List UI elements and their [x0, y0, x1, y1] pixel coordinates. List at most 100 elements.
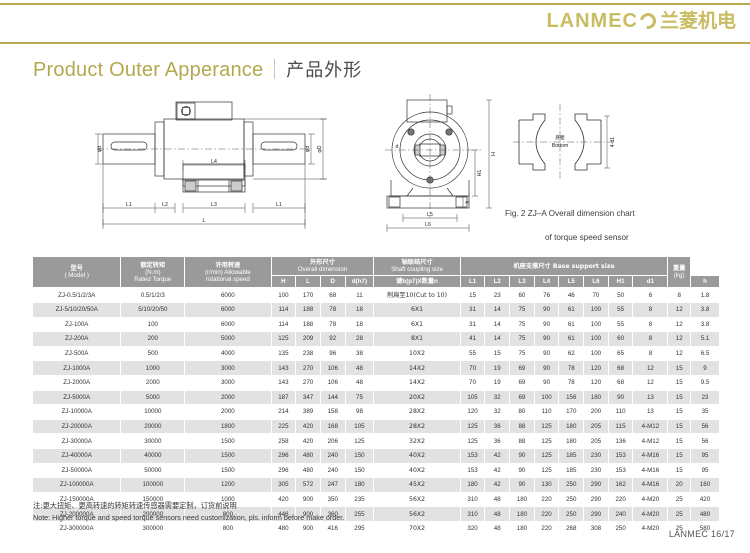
cell-许用转速 (r/min) Allowable rotational speed: 3000 [184, 360, 272, 376]
cell-许用转速 (r/min) Allowable rotational speed: 3000 [184, 374, 272, 391]
cell-d(h7): 235 [344, 491, 375, 508]
cell-D: 240 [319, 447, 346, 464]
cell-L6: 230 [583, 462, 609, 479]
cell-L2: 48 [484, 520, 511, 537]
cell-h: 15 [667, 462, 692, 479]
cell-许用转速 (r/min) Allowable rotational speed: 6000 [184, 287, 272, 303]
cell-H1: 60 [607, 331, 634, 347]
cell-H: 214 [270, 404, 297, 420]
table-row: ZJ-300000A 300000 800 480 900 416 295 70X2 320 48… [31, 520, 720, 537]
cell-d(h7): 75 [344, 389, 375, 406]
logo-chinese-name: 兰菱机电 [659, 9, 736, 32]
cell-重量 (kg): 420 [690, 491, 720, 508]
cell-model: ZJ-5/10/20/50A [31, 301, 122, 318]
cell-许用转速 (r/min) Allowable rotational speed: 2000 [184, 404, 272, 420]
col-group-overall-en: Overall dimension [297, 266, 348, 274]
cell-d(h7): 125 [344, 433, 375, 449]
cell-model: ZJ-30000A [31, 433, 122, 449]
spec-table-container: 型号 ( Model ) 额定转矩 (N.m) Rated Torque 许用转… [31, 255, 720, 537]
header-rule-top [0, 3, 750, 5]
cell-L6: 100 [583, 301, 609, 318]
cell-d1: 13 [632, 404, 669, 420]
cell-L5: 61 [558, 331, 585, 347]
subcol-h: h [690, 275, 720, 289]
cell-L6: 290 [583, 477, 609, 493]
cell-额定转矩 (N.m) Rated Torque: 0.5/1/2/3 [120, 287, 186, 303]
cell-L5: 61 [558, 301, 585, 318]
drawing-end-view: H H1 h L5 L6 d [385, 92, 505, 232]
cell-L: 900 [295, 506, 321, 522]
cell-model: ZJ-300000A [31, 520, 122, 537]
table-row: ZJ-5/10/20/50A 5/10/20/50 6000 114 188 78 18 6X… [31, 301, 720, 318]
cell-L2: 48 [484, 491, 511, 508]
subcol-H1: H1 [607, 275, 634, 289]
cell-key-size: 14X2 [373, 374, 461, 391]
cell-L6: 100 [583, 331, 609, 347]
cell-H1: 220 [607, 491, 634, 508]
col-group-model-en: ( Model ) [64, 272, 89, 280]
cell-重量 (kg): 9.5 [690, 374, 720, 391]
cell-d(h7): 18 [344, 301, 375, 318]
cell-h: 15 [667, 374, 692, 391]
cell-d(h7): 150 [344, 462, 375, 479]
cell-d1: 4-M12 [632, 433, 669, 449]
cell-H: 143 [270, 360, 297, 376]
table-row: ZJ-500A 500 4000 135 238 96 38 10X2 55 15 75 90 62 10… [31, 345, 720, 362]
cell-许用转速 (r/min) Allowable rotational speed: 2000 [184, 389, 272, 406]
cell-L: 420 [295, 418, 321, 435]
cell-许用转速 (r/min) Allowable rotational speed: 1500 [184, 447, 272, 464]
cell-d1: 8 [632, 331, 669, 347]
cell-d(h7): 98 [344, 404, 375, 420]
cell-L2: 14 [484, 316, 511, 333]
cell-d1: 8 [632, 316, 669, 333]
figure-caption-line1: Fig. 2 ZJ–A Overall dimension chart [505, 208, 635, 218]
cell-d(h7): 38 [344, 345, 375, 362]
cell-d1: 4-M12 [632, 418, 669, 435]
cell-h: 12 [667, 331, 692, 347]
cell-额定转矩 (N.m) Rated Torque: 5000 [120, 389, 186, 406]
cell-H1: 115 [607, 418, 634, 435]
cell-d1: 4-M20 [632, 520, 669, 537]
table-row: ZJ-20000A 20000 1800 225 420 168 105 28X2 125 36 8… [31, 418, 720, 435]
cell-h: 25 [667, 520, 692, 537]
dim-label-l1-right: L1 [276, 202, 282, 208]
cell-重量 (kg): 160 [690, 477, 720, 493]
cell-d1: 4-M16 [632, 462, 669, 479]
cell-H: 114 [270, 301, 297, 318]
cell-额定转矩 (N.m) Rated Torque: 50000 [120, 462, 186, 479]
cell-model: ZJ-2000A [31, 374, 122, 391]
cell-L4: 125 [533, 447, 560, 464]
cell-key-size: 32X2 [373, 433, 461, 449]
cell-L1: 15 [459, 287, 486, 303]
cell-许用转速 (r/min) Allowable rotational speed: 1500 [184, 462, 272, 479]
table-row: ZJ-40000A 40000 1500 296 480 240 150 40X2 153 42 9… [31, 447, 720, 464]
cell-h: 15 [667, 418, 692, 435]
cell-h: 8 [667, 287, 692, 303]
cell-L3: 90 [509, 447, 535, 464]
cell-L6: 290 [583, 506, 609, 522]
dim-label-l4: L4 [211, 159, 217, 165]
cell-h: 25 [667, 491, 692, 508]
cell-H: 114 [270, 316, 297, 333]
cell-d1: 4-M20 [632, 491, 669, 508]
cell-L6: 205 [583, 433, 609, 449]
cell-d(h7): 48 [344, 360, 375, 376]
cell-L: 480 [295, 462, 321, 479]
subcol-L: L [295, 275, 321, 289]
cell-model: ZJ-150000A [31, 491, 122, 508]
company-logo: LANMEC 兰菱机电 [546, 9, 736, 33]
cell-许用转速 (r/min) Allowable rotational speed: 4000 [184, 345, 272, 362]
cell-D: 106 [319, 360, 346, 376]
cell-L5: 156 [558, 389, 585, 406]
cell-H: 100 [270, 287, 297, 303]
cell-H: 143 [270, 374, 297, 391]
cell-key-size: 14X2 [373, 360, 461, 376]
cell-h: 15 [667, 433, 692, 449]
cell-H1: 55 [607, 301, 634, 318]
cell-L5: 170 [558, 404, 585, 420]
page-title: Product Outer Apperance 产品外形 [33, 56, 362, 82]
col-group-speed-cn: 许用转速 [215, 261, 241, 269]
cell-L2: 14 [484, 331, 511, 347]
side-elevation-svg: L4 L1 L2 L3 L1 L φd φd φD [95, 101, 327, 229]
cell-L4: 220 [533, 491, 560, 508]
